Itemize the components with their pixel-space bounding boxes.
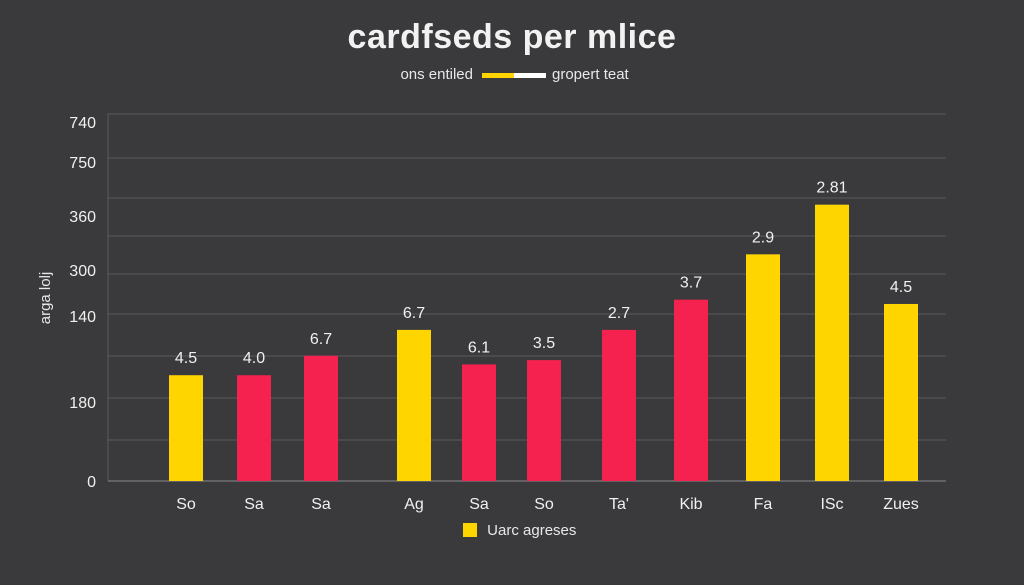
bar	[237, 375, 271, 481]
bar	[884, 303, 918, 481]
x-tick-label: ISc	[820, 496, 843, 513]
legend-bottom-swatch	[463, 523, 477, 537]
legend-top-right-label: gropert teat	[552, 66, 629, 83]
data-label: 3.5	[533, 335, 555, 352]
x-tick-label: Sa	[244, 496, 264, 513]
x-tick-label: Sa	[469, 496, 489, 513]
chart-title: cardfseds per mlice	[347, 18, 677, 56]
x-tick-label: Sa	[311, 496, 331, 513]
x-tick-label: Ta'	[609, 496, 629, 513]
data-label: 6.1	[468, 339, 490, 356]
y-tick-label: 0	[87, 474, 96, 491]
bar	[746, 254, 780, 481]
x-tick-label: So	[534, 496, 554, 513]
bar	[169, 375, 203, 481]
data-label: 4.0	[243, 350, 265, 367]
legend-swatch-white	[514, 73, 546, 78]
legend-top: ons entiled gropert teat	[0, 64, 1024, 84]
data-label: 4.5	[890, 279, 912, 296]
y-axis-label: arga lolj	[37, 272, 54, 325]
legend-swatch-yellow	[482, 73, 514, 78]
y-tick-label: 360	[69, 209, 96, 226]
bar	[527, 360, 561, 481]
legend-top-left-label: ons entiled	[400, 66, 473, 83]
x-tick-label: Zues	[883, 496, 919, 513]
y-tick-label: 300	[69, 263, 96, 280]
bar	[815, 204, 849, 481]
bar	[304, 355, 338, 481]
data-label: 2.7	[608, 305, 630, 322]
x-tick-label: So	[176, 496, 196, 513]
data-label: 2.9	[752, 229, 774, 246]
x-tick-label: Ag	[404, 496, 424, 513]
x-tick-label: Fa	[754, 496, 773, 513]
data-label: 3.7	[680, 275, 702, 292]
data-label: 2.81	[816, 180, 847, 197]
data-label: 6.7	[403, 305, 425, 322]
data-label: 4.5	[175, 350, 197, 367]
legend-bottom: Uarc agreses	[463, 522, 576, 542]
data-label: 6.7	[310, 331, 332, 348]
bar	[462, 364, 496, 481]
y-tick-label: 140	[69, 309, 96, 326]
y-tick-label: 180	[69, 395, 96, 412]
x-tick-label: Kib	[679, 496, 702, 513]
bar	[397, 329, 431, 481]
bar	[674, 299, 708, 481]
y-tick-label: 750	[69, 155, 96, 172]
legend-bottom-label: Uarc agreses	[487, 522, 577, 539]
bar	[602, 329, 636, 481]
y-tick-label: 740	[69, 115, 96, 132]
